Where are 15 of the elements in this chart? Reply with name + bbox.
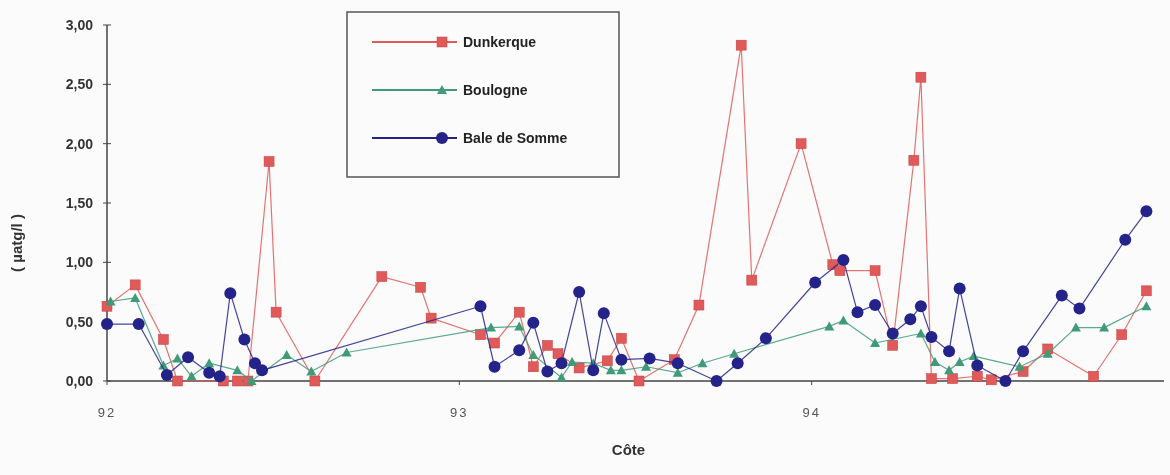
y-tick-label: 0,50	[65, 313, 94, 330]
y-tick-label: 2,00	[65, 135, 94, 152]
legend-label: Boulogne	[463, 81, 528, 98]
y-tick-label: 2,50	[65, 76, 94, 93]
x-tick-label: 93	[450, 405, 469, 420]
y-tick-label: 0,00	[65, 372, 94, 389]
legend-label: Bale de Somme	[463, 129, 568, 146]
x-axis-title: Côte	[611, 441, 646, 458]
y-tick-label: 1,50	[65, 194, 94, 211]
y-tick-label: 1,00	[65, 254, 94, 271]
y-tick-label: 3,00	[65, 16, 94, 33]
legend-label: Dunkerque	[463, 33, 537, 50]
x-tick-label: 92	[97, 405, 117, 420]
x-tick-label: 94	[802, 405, 821, 420]
y-axis-title: ( µatg/l )	[8, 214, 25, 272]
